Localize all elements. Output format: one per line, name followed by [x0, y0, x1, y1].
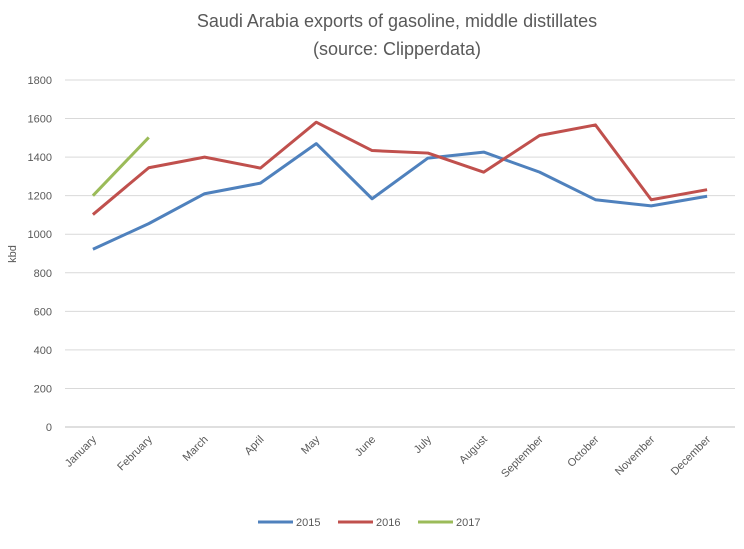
series-line-2016 — [91, 120, 708, 216]
y-tick-label: 1800 — [28, 75, 52, 87]
series-line-2015 — [92, 142, 708, 251]
y-tick-label: 1400 — [28, 152, 52, 164]
y-tick-label: 1000 — [28, 229, 52, 241]
y-tick-label: 800 — [34, 268, 52, 280]
legend-label-2015: 2015 — [296, 517, 320, 529]
y-tick-label: 1600 — [28, 114, 52, 126]
legend-label-2016: 2016 — [376, 517, 400, 529]
series-line-2017 — [91, 136, 150, 197]
y-axis-label: kbd — [7, 245, 19, 263]
y-tick-label: 0 — [46, 422, 52, 434]
x-tick-label: January — [63, 433, 100, 470]
y-tick-label: 400 — [34, 345, 52, 357]
chart-subtitle: (source: Clipperdata) — [313, 39, 481, 59]
x-tick-label: June — [353, 434, 378, 459]
x-tick-label: April — [242, 434, 266, 458]
x-tick-label: December — [669, 433, 714, 478]
x-tick-label: October — [565, 433, 601, 469]
x-tick-label: September — [499, 433, 546, 480]
x-tick-label: May — [299, 433, 323, 457]
x-tick-label: February — [115, 433, 155, 473]
x-tick-label: July — [412, 433, 435, 456]
x-tick-label: August — [457, 434, 490, 467]
y-tick-label: 200 — [34, 383, 52, 395]
y-tick-label: 600 — [34, 306, 52, 318]
legend-label-2017: 2017 — [456, 517, 480, 529]
x-tick-label: March — [181, 434, 211, 464]
y-tick-label: 1200 — [28, 191, 52, 203]
x-tick-label: November — [613, 433, 658, 478]
chart-title: Saudi Arabia exports of gasoline, middle… — [197, 11, 597, 31]
